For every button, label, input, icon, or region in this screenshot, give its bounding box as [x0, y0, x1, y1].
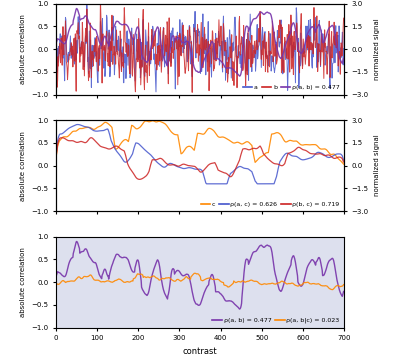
- Legend: a, b, ρ(a, b) = 0.477: a, b, ρ(a, b) = 0.477: [242, 84, 341, 91]
- Legend: ρ(a, b) = 0.477, ρ(a, b|c) = 0.023: ρ(a, b) = 0.477, ρ(a, b|c) = 0.023: [211, 316, 341, 324]
- X-axis label: contrast: contrast: [183, 347, 217, 356]
- Y-axis label: absolute correlation: absolute correlation: [20, 247, 26, 317]
- Y-axis label: absolute correlation: absolute correlation: [20, 14, 26, 84]
- Y-axis label: normalized signal: normalized signal: [374, 18, 380, 80]
- Legend: c, ρ(a, c) = 0.626, ρ(b, c) = 0.719: c, ρ(a, c) = 0.626, ρ(b, c) = 0.719: [199, 200, 341, 208]
- Y-axis label: normalized signal: normalized signal: [374, 135, 380, 197]
- Y-axis label: absolute correlation: absolute correlation: [20, 131, 26, 201]
